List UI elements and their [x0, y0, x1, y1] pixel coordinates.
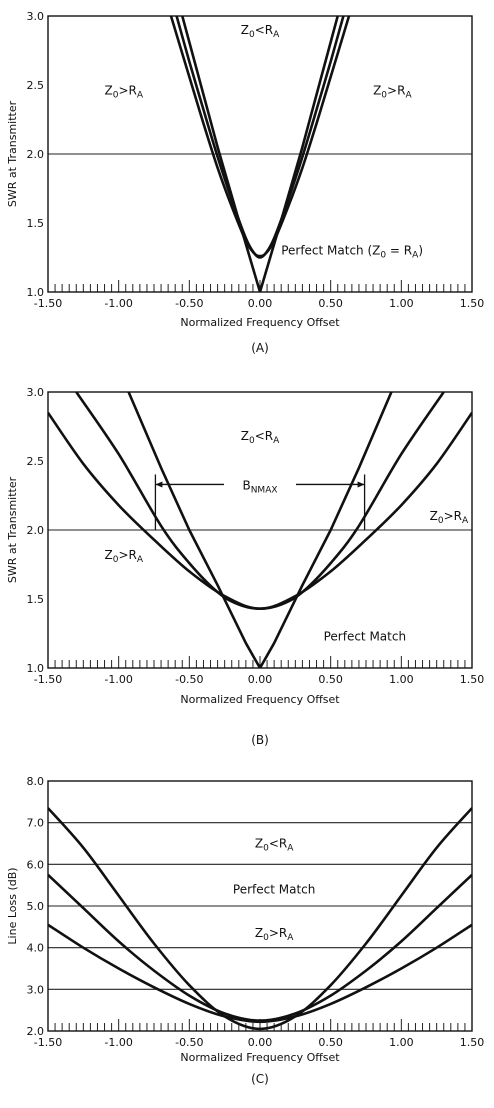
annotation-label: Z0>RA — [430, 509, 469, 526]
annotation-label: Z0<RA — [241, 429, 280, 446]
series-line-z0-ra — [75, 392, 445, 610]
annotation-label: Z0>RA — [105, 548, 144, 565]
y-tick-label: 2.0 — [27, 148, 45, 161]
annotation-label: Z0>RA — [373, 84, 412, 101]
chart-panel-a: 1.0 1.5 2.0 2.5 3.0 -1.50 -1.00 -0.50 0.00 0.50 1.… — [6, 10, 484, 355]
chart-panel-c: 2.0 3.0 4.0 5.0 6.0 7.0 8.0 -1.50 -1.00 -0.50 0.00… — [6, 775, 484, 1086]
x-tick-label: 0.50 — [318, 297, 343, 310]
series-line-z0-ra — [48, 411, 472, 610]
x-tick-label: 1.00 — [389, 673, 414, 686]
plot-frame — [47, 780, 473, 1032]
y-tick-label: 2.0 — [27, 524, 45, 537]
y-tick-label: 6.0 — [27, 858, 45, 871]
y-tick-label: 3.0 — [27, 386, 45, 399]
bracket-arrow-left — [155, 481, 163, 488]
annotation-label: Perfect Match — [233, 882, 315, 896]
x-tick-label: 1.00 — [389, 297, 414, 310]
annotation-label: Perfect Match (Z0 = RA) — [281, 244, 423, 261]
y-axis-title: SWR at Transmitter — [6, 100, 19, 207]
x-tick-label: 0.00 — [248, 297, 273, 310]
y-tick-label: 2.5 — [27, 79, 45, 92]
annotation-label: Z0<RA — [255, 837, 294, 854]
y-tick-label: 3.0 — [27, 10, 45, 23]
x-tick-label: -1.00 — [104, 1036, 132, 1049]
series-line-z0-ra — [48, 923, 472, 1024]
series-group — [48, 392, 472, 668]
panel-caption: (A) — [251, 341, 269, 355]
y-tick-label: 1.0 — [27, 662, 45, 675]
x-tick-label: 1.50 — [460, 1036, 485, 1049]
bracket-label: BNMAX — [242, 478, 277, 495]
x-tick-label: -0.50 — [175, 1036, 203, 1049]
x-axis-title: Normalized Frequency Offset — [180, 693, 340, 706]
series-group — [169, 16, 351, 292]
y-tick-label: 7.0 — [27, 817, 45, 830]
y-tick-label: 8.0 — [27, 775, 45, 788]
x-tick-label: 0.50 — [318, 673, 343, 686]
x-tick-label: 1.00 — [389, 1036, 414, 1049]
x-axis-title: Normalized Frequency Offset — [180, 316, 340, 329]
series-line-perfect-match — [181, 16, 339, 292]
y-tick-label: 1.0 — [27, 286, 45, 299]
panel-caption: (B) — [251, 733, 269, 747]
annotation-label: Z0<RA — [241, 23, 280, 40]
annotation-label: Perfect Match — [324, 629, 406, 643]
y-axis-title: Line Loss (dB) — [6, 867, 19, 944]
panel-caption: (C) — [251, 1072, 269, 1086]
x-tick-label: -1.00 — [104, 673, 132, 686]
series-line-z0-ra — [175, 16, 345, 259]
series-group — [48, 807, 472, 1031]
y-tick-label: 1.5 — [27, 593, 45, 606]
x-tick-label: 1.50 — [460, 673, 485, 686]
y-tick-label: 5.0 — [27, 900, 45, 913]
x-tick-label: 1.50 — [460, 297, 485, 310]
x-tick-label: -1.50 — [34, 673, 62, 686]
x-axis-title: Normalized Frequency Offset — [180, 1051, 340, 1064]
y-tick-label: 2.0 — [27, 1025, 45, 1038]
annotation-label: Z0>RA — [105, 84, 144, 101]
x-tick-label: 0.50 — [318, 1036, 343, 1049]
series-line-z0-ra — [48, 807, 472, 1031]
chart-panel-b: 1.0 1.5 2.0 2.5 3.0 -1.50 -1.00 -0.50 0.00 0.50 1.… — [6, 386, 484, 747]
y-axis-title: SWR at Transmitter — [6, 476, 19, 583]
x-tick-label: -1.50 — [34, 297, 62, 310]
y-tick-label: 1.5 — [27, 217, 45, 230]
annotation-label: Z0>RA — [255, 926, 294, 943]
x-tick-label: 0.00 — [248, 673, 273, 686]
series-line-perfect-match — [127, 392, 393, 668]
y-tick-label: 3.0 — [27, 983, 45, 996]
x-tick-label: -0.50 — [175, 297, 203, 310]
y-tick-label: 4.0 — [27, 942, 45, 955]
bandwidth-bracket: BNMAX — [154, 474, 366, 530]
x-tick-label: -0.50 — [175, 673, 203, 686]
x-tick-label: -1.50 — [34, 1036, 62, 1049]
series-line-z0-ra — [169, 16, 351, 258]
y-tick-label: 2.5 — [27, 455, 45, 468]
x-tick-label: -1.00 — [104, 297, 132, 310]
x-tick-label: 0.00 — [248, 1036, 273, 1049]
bracket-arrow-right — [357, 481, 365, 488]
